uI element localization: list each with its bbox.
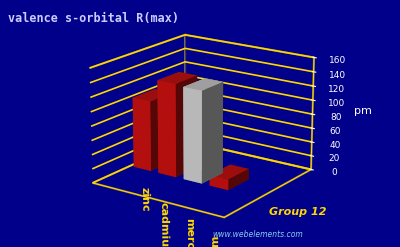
- Text: Group 12: Group 12: [269, 207, 327, 217]
- Text: www.webelements.com: www.webelements.com: [212, 230, 303, 239]
- Text: valence s-orbital R(max): valence s-orbital R(max): [8, 12, 179, 25]
